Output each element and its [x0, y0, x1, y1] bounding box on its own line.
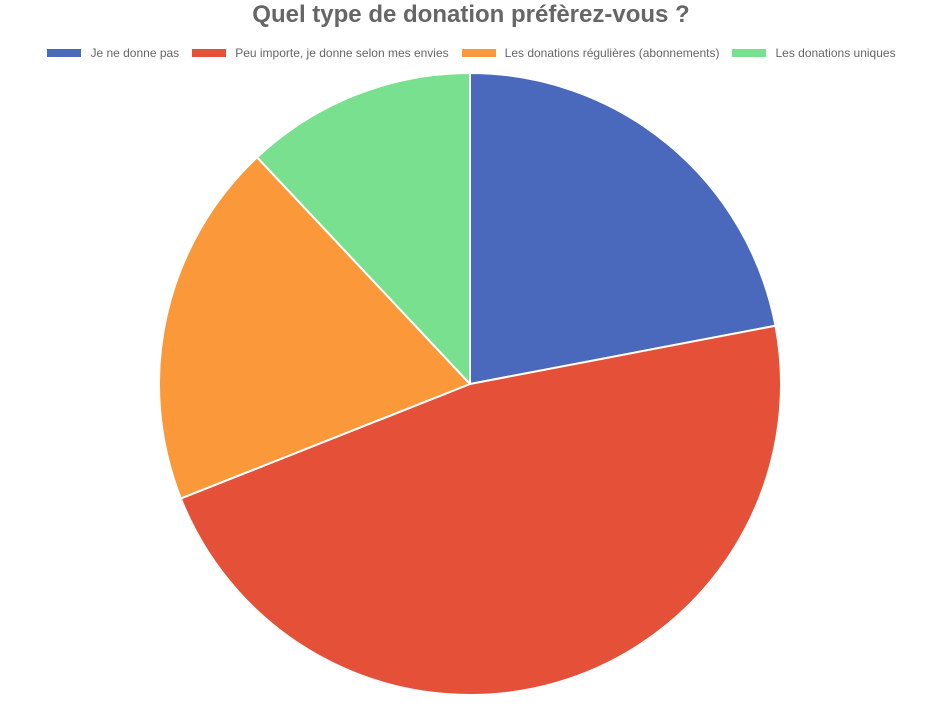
- legend-swatch-peu-importe: [191, 48, 228, 58]
- chart-legend: Je ne donne pas Peu importe, je donne se…: [0, 46, 942, 60]
- legend-label-peu-importe: Peu importe, je donne selon mes envies: [235, 46, 449, 60]
- chart-title: Quel type de donation préfèrez-vous ?: [252, 1, 690, 28]
- legend-swatch-je-ne-donne-pas: [46, 48, 83, 58]
- pie-slice-donations-regulieres[interactable]: [158, 156, 471, 500]
- legend-item-peu-importe[interactable]: Peu importe, je donne selon mes envies: [191, 46, 449, 60]
- pie-slice-je-ne-donne-pas[interactable]: [469, 72, 777, 385]
- legend-swatch-donations-regulieres: [460, 48, 497, 58]
- legend-item-donations-uniques[interactable]: Les donations uniques: [731, 46, 896, 60]
- legend-label-donations-regulieres: Les donations régulières (abonnements): [504, 46, 720, 60]
- pie-slice-peu-importe[interactable]: [179, 324, 782, 696]
- pie-slices: [158, 72, 782, 696]
- legend-label-je-ne-donne-pas: Je ne donne pas: [90, 46, 180, 60]
- legend-item-donations-regulieres[interactable]: Les donations régulières (abonnements): [460, 46, 720, 60]
- legend-item-je-ne-donne-pas[interactable]: Je ne donne pas: [46, 46, 179, 60]
- legend-swatch-donations-uniques: [731, 48, 768, 58]
- legend-label-donations-uniques: Les donations uniques: [775, 46, 896, 60]
- pie-slice-donations-uniques[interactable]: [256, 72, 471, 385]
